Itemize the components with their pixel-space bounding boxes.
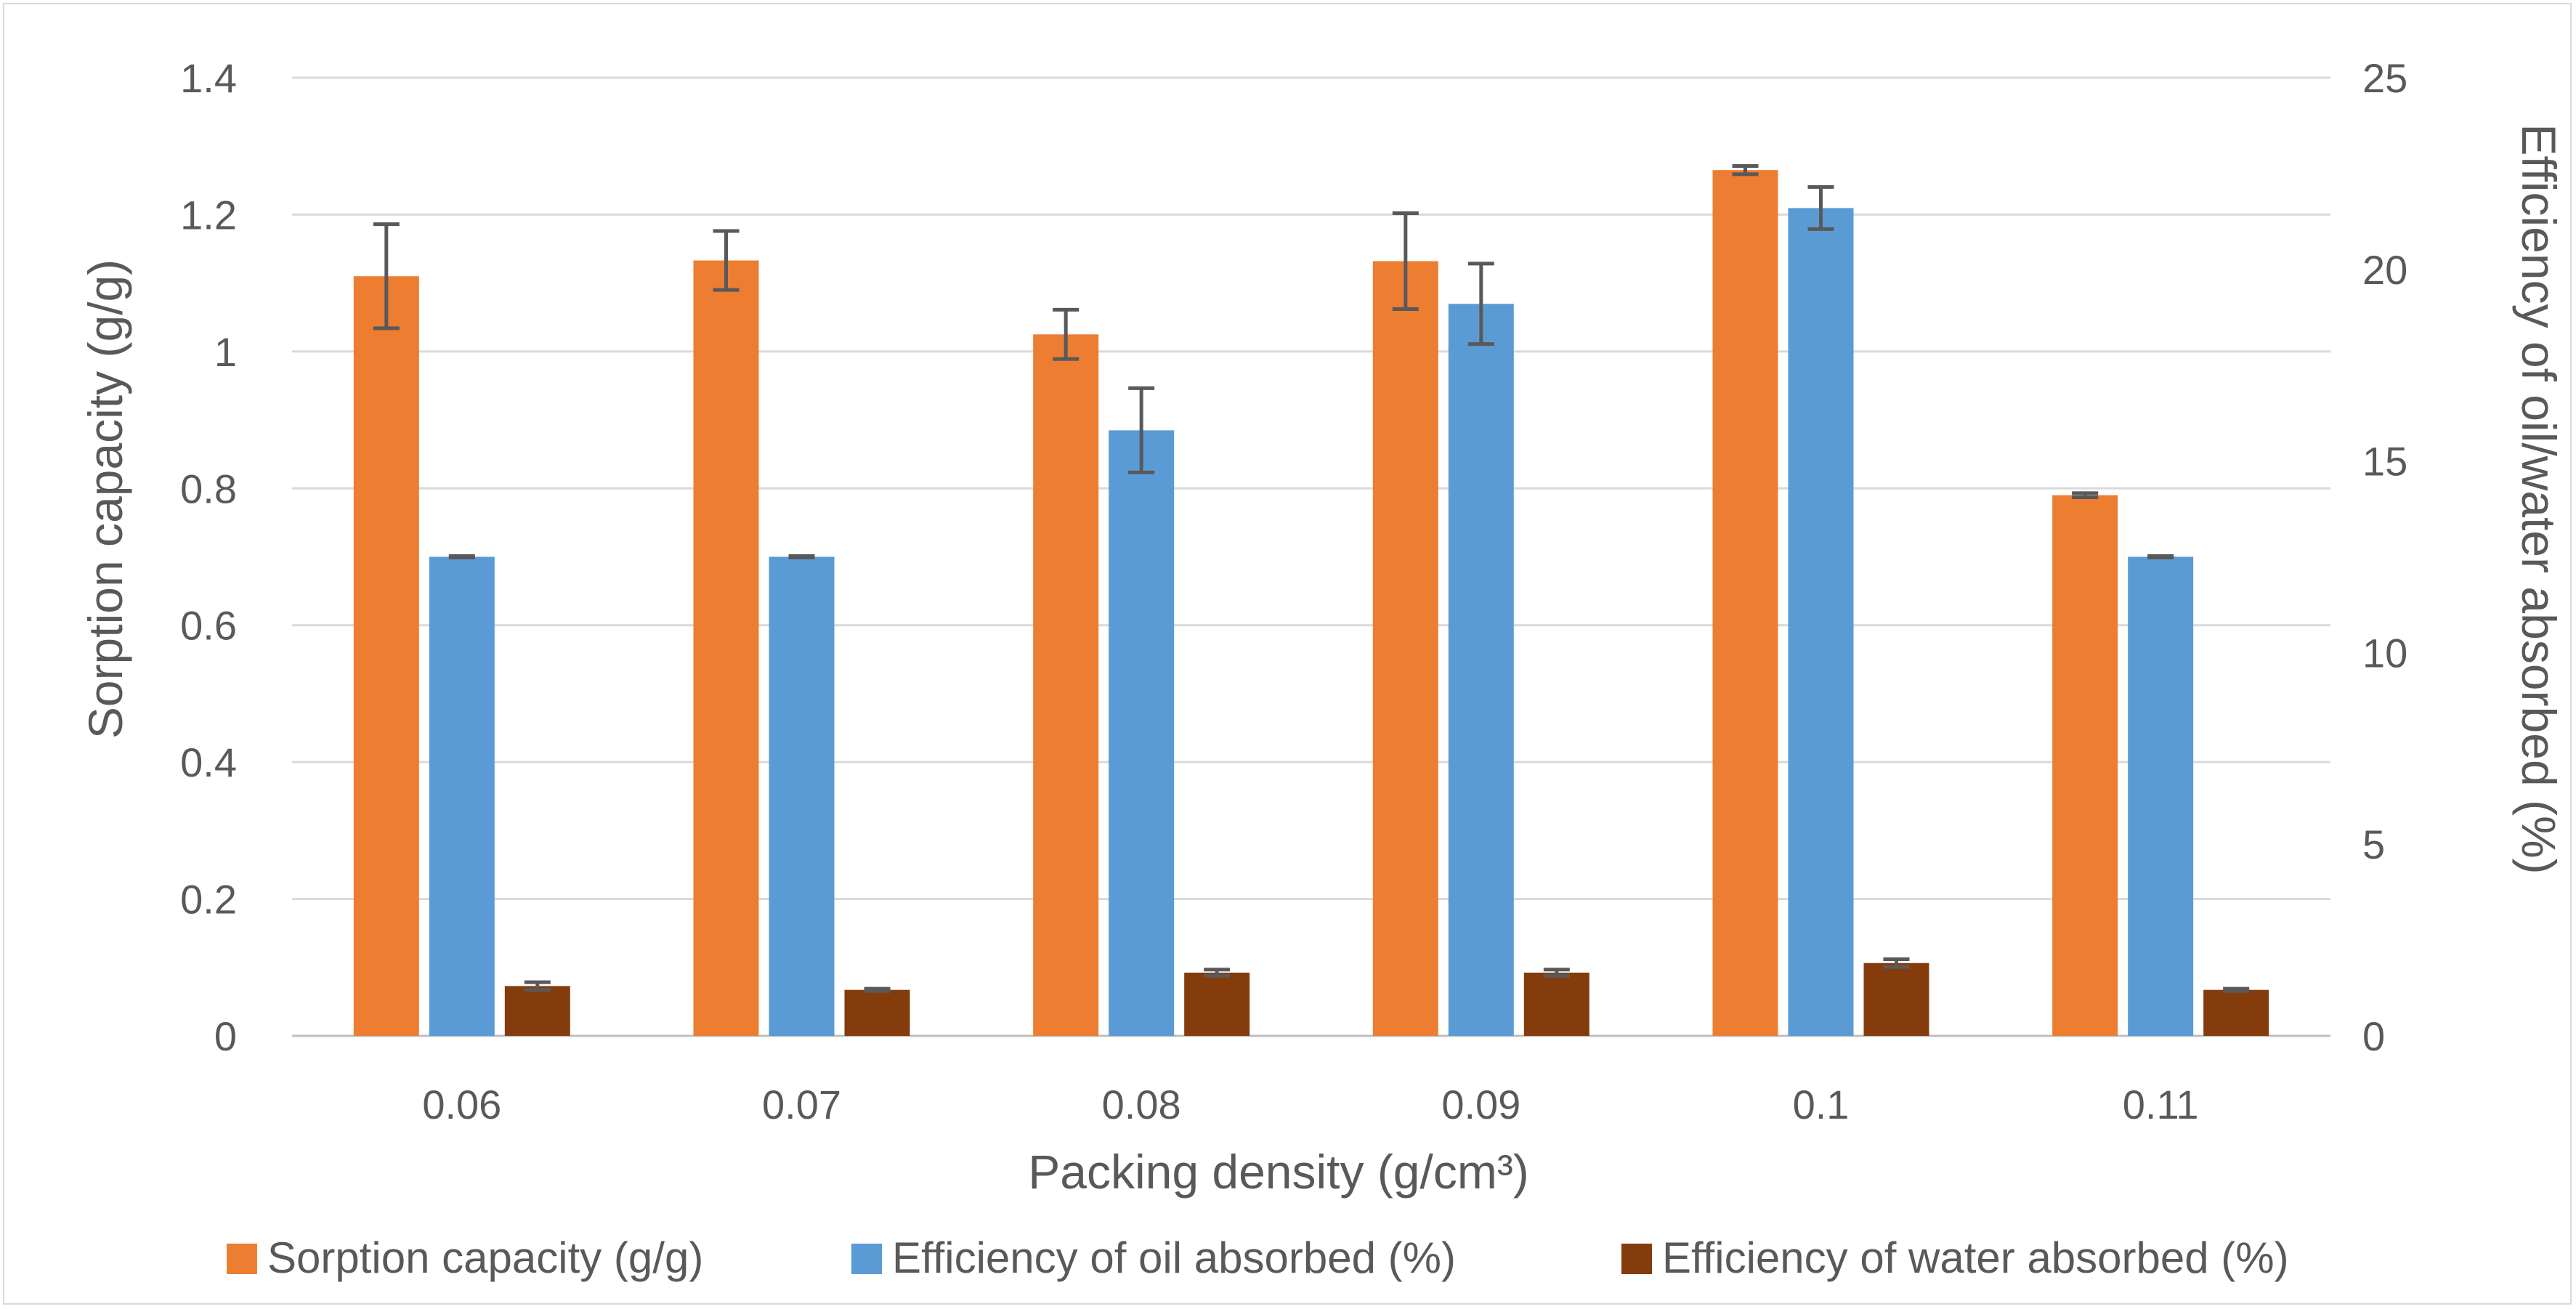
legend-label: Sorption capacity (g/g) (267, 1233, 703, 1282)
gridlines (292, 76, 2330, 1037)
tick-labels: 0 0.2 0.4 0.6 0.8 1 1.2 1.4 0 5 10 15 20 25 0.06 0.07 0.… (180, 55, 2407, 1127)
bar (429, 556, 495, 1036)
bar (1712, 170, 1778, 1036)
y-axis-title: Sorption capacity (g/g) (78, 259, 132, 739)
y2-tick-label: 25 (2362, 55, 2407, 101)
bar (1863, 962, 1929, 1036)
legend-label: Efficiency of water absorbed (%) (1662, 1233, 2289, 1282)
bar (1033, 334, 1099, 1036)
y2-tick-label: 0 (2362, 1013, 2385, 1059)
legend-item: Sorption capacity (g/g) (227, 1233, 703, 1282)
y-tick-label: 0.6 (180, 603, 237, 649)
error-bars (373, 164, 2250, 993)
legend-swatch (227, 1244, 257, 1274)
bar (1788, 208, 1854, 1036)
bar (1109, 430, 1175, 1036)
x-tick-label: 0.07 (762, 1082, 841, 1127)
y-tick-label: 0.8 (180, 466, 237, 511)
bar (2052, 495, 2118, 1036)
x-axis-title: Packing density (g/cm³) (1028, 1145, 1529, 1199)
bar (844, 989, 910, 1036)
y-tick-label: 1.4 (180, 55, 237, 101)
legend-swatch (1621, 1244, 1652, 1274)
legend-swatch (851, 1244, 882, 1274)
y-tick-label: 0.4 (180, 739, 237, 785)
bar (353, 276, 419, 1036)
y2-axis-title: Efficiency of oil/water absorbed (%) (2512, 123, 2566, 874)
bar (504, 986, 570, 1036)
x-tick-label: 0.08 (1102, 1082, 1181, 1127)
legend-item: Efficiency of oil absorbed (%) (851, 1233, 1456, 1282)
legend-item: Efficiency of water absorbed (%) (1621, 1233, 2289, 1282)
y2-tick-label: 15 (2362, 439, 2407, 485)
y2-tick-label: 20 (2362, 247, 2407, 293)
bar (693, 260, 759, 1037)
bar (2128, 556, 2194, 1036)
bar (1523, 972, 1589, 1036)
x-tick-label: 0.1 (1793, 1082, 1850, 1127)
x-tick-label: 0.11 (2123, 1082, 2199, 1127)
y-tick-label: 0.2 (180, 877, 237, 923)
bar (1448, 304, 1514, 1036)
y2-tick-label: 5 (2362, 822, 2385, 867)
y-tick-label: 1.2 (180, 192, 237, 238)
bar (1184, 972, 1250, 1036)
bar (2203, 989, 2269, 1036)
y-tick-label: 0 (214, 1013, 237, 1059)
bar (1372, 261, 1438, 1037)
bars (353, 170, 2269, 1037)
legend: Sorption capacity (g/g) Efficiency of oil… (227, 1233, 2289, 1282)
x-tick-label: 0.06 (422, 1082, 501, 1127)
y2-tick-label: 10 (2362, 630, 2407, 676)
legend-label: Efficiency of oil absorbed (%) (892, 1233, 1456, 1282)
bar (769, 556, 835, 1036)
y-tick-label: 1 (214, 329, 237, 375)
x-tick-label: 0.09 (1441, 1082, 1520, 1127)
